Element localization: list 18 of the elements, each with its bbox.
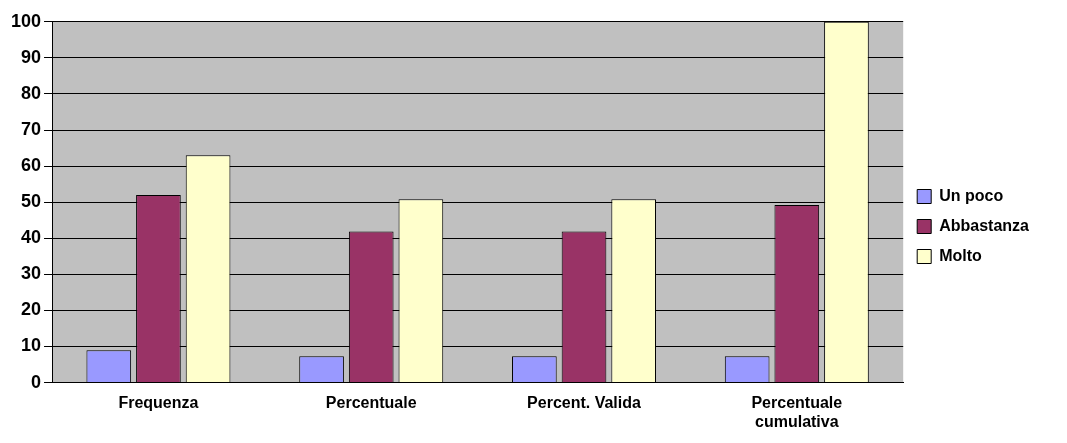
y-tick-label: 60 (21, 155, 42, 176)
y-tick-label: 20 (21, 299, 42, 320)
y-tick-label: 80 (21, 82, 42, 103)
y-tick-label: 50 (21, 191, 42, 212)
x-tick-label: Percentuale (325, 393, 417, 411)
x-tick-label: Frequenza (118, 393, 199, 411)
y-tick-label: 90 (21, 46, 42, 67)
legend-label: Molto (939, 246, 983, 264)
y-tick-label: 100 (10, 10, 42, 31)
y-tick-label: 0 (31, 371, 42, 392)
legend-label: Abbastanza (939, 216, 1030, 234)
legend-label: Un poco (939, 186, 1004, 204)
x-tick-label: Percent. Valida (527, 393, 642, 411)
y-tick-label: 30 (21, 263, 42, 284)
y-tick-label: 10 (21, 335, 42, 356)
x-tick-label: Percentuale cumulativa (751, 393, 843, 430)
y-tick-label: 40 (21, 227, 42, 248)
y-tick-label: 70 (21, 119, 42, 140)
